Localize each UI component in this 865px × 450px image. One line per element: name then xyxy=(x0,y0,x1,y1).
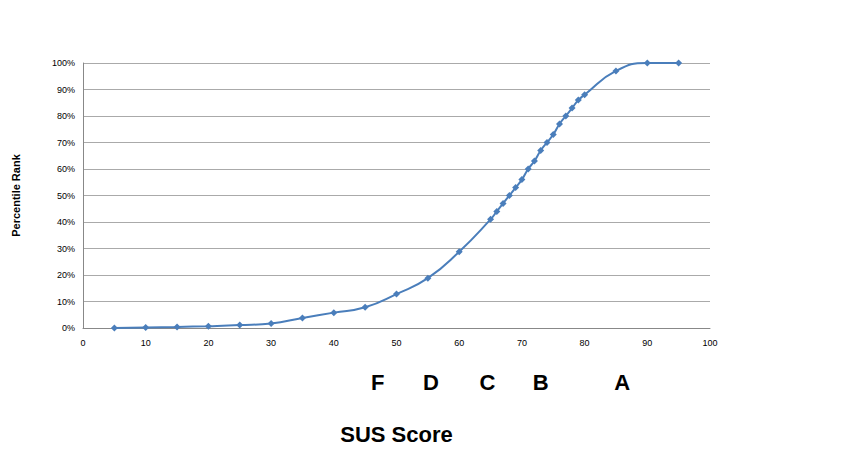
svg-text:50: 50 xyxy=(391,338,401,348)
svg-text:0%: 0% xyxy=(62,323,75,333)
svg-text:70%: 70% xyxy=(57,138,75,148)
svg-text:90: 90 xyxy=(642,338,652,348)
svg-text:A: A xyxy=(614,370,630,395)
svg-text:80%: 80% xyxy=(57,111,75,121)
svg-text:50%: 50% xyxy=(57,191,75,201)
svg-text:60%: 60% xyxy=(57,164,75,174)
svg-text:D: D xyxy=(423,370,439,395)
svg-text:B: B xyxy=(533,370,549,395)
svg-text:40%: 40% xyxy=(57,217,75,227)
svg-text:30%: 30% xyxy=(57,244,75,254)
svg-text:80: 80 xyxy=(580,338,590,348)
svg-text:Percentile Rank: Percentile Rank xyxy=(10,153,22,236)
svg-text:100: 100 xyxy=(702,338,717,348)
svg-text:10%: 10% xyxy=(57,297,75,307)
svg-text:60: 60 xyxy=(454,338,464,348)
svg-text:F: F xyxy=(371,370,384,395)
svg-text:SUS Score: SUS Score xyxy=(340,422,453,447)
svg-text:C: C xyxy=(479,370,495,395)
svg-text:0: 0 xyxy=(80,338,85,348)
svg-text:20%: 20% xyxy=(57,270,75,280)
svg-text:90%: 90% xyxy=(57,85,75,95)
svg-text:100%: 100% xyxy=(52,58,75,68)
svg-text:10: 10 xyxy=(141,338,151,348)
svg-text:30: 30 xyxy=(266,338,276,348)
svg-text:20: 20 xyxy=(203,338,213,348)
svg-text:70: 70 xyxy=(517,338,527,348)
svg-text:40: 40 xyxy=(329,338,339,348)
